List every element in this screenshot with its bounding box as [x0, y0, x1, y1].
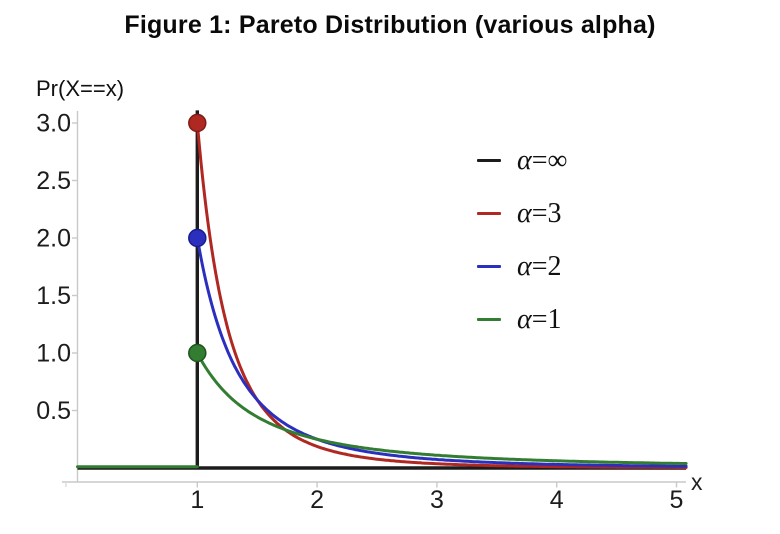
curve-alpha-2: [195, 236, 688, 468]
y-tick-label: 2.0: [36, 225, 71, 253]
y-tick-label: 1.0: [36, 340, 71, 368]
data-point: [188, 343, 207, 363]
legend-line-swatch: [477, 317, 501, 322]
y-tick-label: 1.5: [36, 282, 71, 310]
x-tick-label: 5: [670, 486, 684, 514]
legend: α=∞ α=3 α=2 α=1: [477, 134, 567, 346]
x-tick-label: 3: [430, 486, 444, 514]
x-tick-label: 1: [190, 486, 204, 514]
y-axis-title: Pr(X==x): [36, 76, 125, 101]
legend-item: α=1: [477, 293, 567, 346]
legend-line-swatch: [477, 264, 501, 269]
legend-label: α=1: [517, 303, 562, 335]
curve-alpha-3: [195, 121, 688, 469]
legend-line-swatch: [477, 158, 501, 163]
chart-title: Figure 1: Pareto Distribution (various a…: [124, 11, 656, 39]
legend-item: α=3: [477, 187, 567, 240]
legend-label: α=3: [517, 197, 562, 229]
legend-item: α=2: [477, 240, 567, 293]
x-tick-label: 4: [550, 486, 564, 514]
legend-item: α=∞: [477, 134, 567, 187]
legend-label: α=2: [517, 250, 562, 282]
data-point: [188, 228, 207, 248]
legend-line-swatch: [477, 211, 501, 216]
y-tick-label: 2.5: [36, 167, 71, 195]
y-tick-label: 0.5: [36, 397, 71, 425]
curve-alpha-1: [76, 351, 688, 469]
x-tick-label: 2: [310, 486, 324, 514]
data-point: [188, 113, 207, 133]
y-tick-label: 3.0: [36, 110, 71, 138]
curve-alpha-infinity: [77, 110, 687, 470]
legend-label: α=∞: [517, 144, 568, 176]
x-axis-title: x: [691, 469, 703, 495]
